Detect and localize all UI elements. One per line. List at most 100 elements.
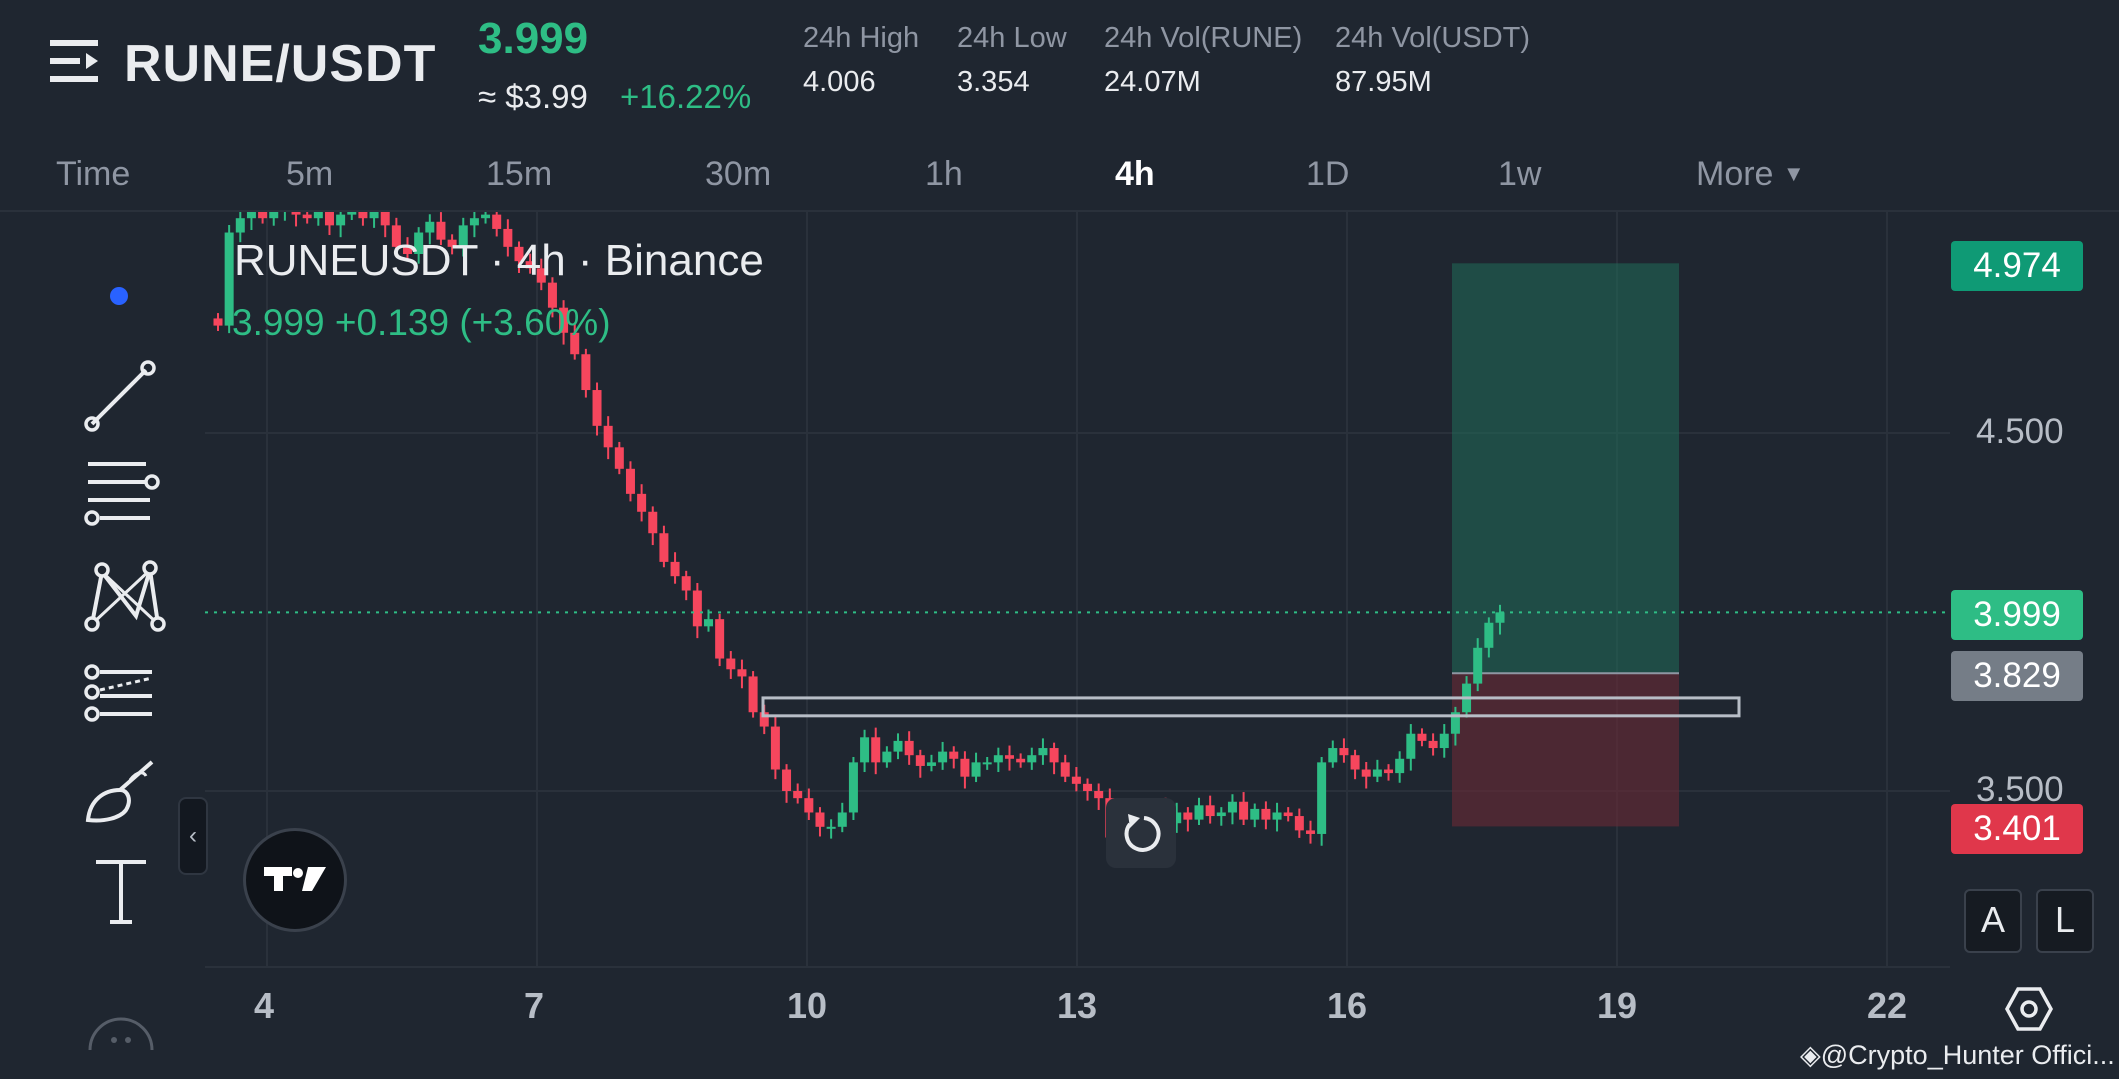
candle [748,671,758,718]
entry-price-tag: 3.829 [1951,651,2083,701]
tab-1w[interactable]: 1w [1498,155,1542,193]
candle [559,300,569,345]
candle-body [425,221,435,233]
candle-body [1216,812,1226,817]
candle-body [1172,812,1182,824]
tab-15m[interactable]: 15m [486,155,553,193]
log-scale-button[interactable]: L [2036,889,2094,953]
candle-body [871,737,881,763]
candle-body [882,751,892,763]
pattern-tool-icon[interactable] [80,544,170,634]
candle [581,348,591,398]
candle-body [804,798,814,813]
candle-body [403,246,413,254]
candle [1439,724,1449,758]
candle-body [770,726,780,770]
candle-body [1495,612,1505,623]
auto-scale-button[interactable]: A [1964,889,2022,953]
more-tools-icon[interactable] [80,978,170,1050]
change-percent: +16.22% [620,78,752,115]
candle [1361,762,1371,789]
candle [926,754,936,772]
candle [1372,759,1382,783]
candle-body [748,676,758,713]
reset-chart-button[interactable] [1106,798,1176,868]
candle-body [1004,755,1014,759]
tab-more[interactable]: More ▼ [1696,155,1805,194]
tradingview-logo[interactable] [243,828,347,932]
stat-value-vol-usdt: 87.95M [1335,66,1432,98]
candle-body [681,576,691,591]
tab-30m[interactable]: 30m [705,155,772,193]
candle-body [1071,776,1081,784]
candle-body [235,218,245,233]
candle-body [347,212,357,215]
overlays [205,611,1950,718]
stat-value-vol-rune: 24.07M [1104,66,1201,98]
candle [1305,820,1315,844]
candle-body [1227,801,1237,813]
candle-body [302,214,312,219]
candle [726,651,736,679]
candle [871,727,881,775]
watermark: ◈@Crypto_Hunter Offici... [1800,1040,2115,1071]
stop-zone [1452,673,1679,827]
tab-5m[interactable]: 5m [286,155,334,193]
candle-body [447,239,457,247]
candle-body [1060,762,1070,777]
candle [1473,638,1483,692]
candle [1384,764,1394,781]
candle [982,756,992,770]
candle-body [1027,755,1037,763]
tab-time[interactable]: Time [56,155,131,193]
candle-body [559,307,569,333]
trend-line-icon[interactable] [80,344,170,434]
date-axis-label: 4 [254,985,275,1026]
candle-body [570,332,580,355]
candle-body [224,232,234,326]
chevron-left-icon: ‹ [189,822,197,849]
price-axis-label: 4.500 [1976,412,2064,451]
candle [1205,795,1215,824]
last-price: 3.999 [478,14,589,63]
tradingview-logo-icon [264,867,326,891]
candle [659,525,669,568]
candle-body [915,755,925,766]
tab-4h[interactable]: 4h [1115,155,1155,193]
candle [915,749,925,778]
candle-body [614,447,624,469]
candle-body [726,658,736,670]
candle [469,212,479,238]
menu-icon[interactable] [50,38,102,84]
collapse-toolbar-button[interactable]: ‹ [178,797,208,875]
candle-body [715,619,725,659]
candle-body [1283,812,1293,817]
candle [336,212,346,238]
tab-1d[interactable]: 1D [1306,155,1350,193]
binance-square-icon: ◈ [1800,1040,1821,1070]
candle-body [704,619,714,627]
candle-body [793,791,803,799]
candle-body [1339,748,1349,756]
pair-title[interactable]: RUNE/USDT [124,35,437,93]
text-tool-icon[interactable] [80,844,170,934]
brush-icon[interactable] [80,744,170,834]
candle-body [692,590,702,627]
date-axis-label: 13 [1057,985,1098,1026]
candle-body [782,769,792,791]
candle [1350,749,1360,780]
candle-body [269,212,279,219]
tab-1h[interactable]: 1h [925,155,963,193]
candle-body [904,740,914,756]
settings-icon[interactable] [2004,984,2054,1034]
fib-retracement-icon[interactable] [80,644,170,734]
candle-body [1261,808,1271,820]
candle [258,212,268,224]
stat-label-vol-usdt: 24h Vol(USDT) [1335,22,1531,54]
candle [1060,754,1070,783]
horizontal-lines-icon[interactable] [80,444,170,534]
candle [1317,756,1327,846]
candle-body [648,511,658,534]
candle-body [514,246,524,262]
candle [837,802,847,833]
